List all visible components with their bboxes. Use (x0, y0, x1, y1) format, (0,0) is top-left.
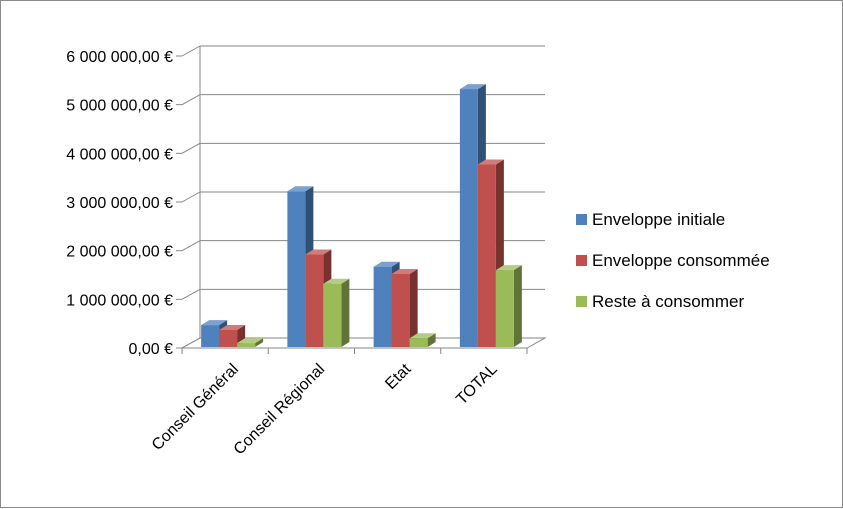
y-tick-label: 2 000 000,00 € (66, 244, 173, 261)
bar-top (409, 333, 436, 339)
bar (409, 333, 436, 347)
y-tick-label: 6 000 000,00 € (66, 49, 173, 66)
x-tick-label: Conseil Régional (231, 361, 329, 459)
gridline-depth (181, 142, 201, 154)
legend-label: Enveloppe initiale (592, 210, 725, 229)
bar-top (459, 84, 486, 90)
y-tick-label: 5 000 000,00 € (66, 98, 173, 115)
legend: Enveloppe initiale Enveloppe consommée Res… (576, 210, 770, 311)
bar (495, 265, 522, 347)
x-tick-label: Etat (382, 360, 415, 393)
bar-top (391, 269, 418, 274)
bar-top (495, 265, 522, 271)
axis-layer: 0,00 € 1 000 000,00 € 2 000 000,00 € 3 000 … (66, 46, 547, 358)
legend-item: Enveloppe consommée (576, 251, 770, 270)
bar-top (201, 320, 228, 326)
legend-label: Enveloppe consommée (592, 251, 770, 270)
bar (237, 338, 264, 347)
bar-top (237, 338, 264, 344)
x-tick-label: TOTAL (453, 361, 501, 409)
bar-side (513, 265, 522, 347)
bar-top (477, 159, 504, 165)
bar-front (391, 274, 410, 347)
bar-front (305, 254, 324, 347)
bar-front (459, 89, 478, 348)
bar-top (323, 278, 350, 284)
grid-layer (181, 45, 545, 349)
y-tick-label: 0,00 € (129, 341, 174, 358)
bar-side (409, 269, 418, 347)
bar-top (305, 249, 332, 255)
bar (219, 324, 246, 347)
bar-top (373, 261, 400, 267)
legend-item: Enveloppe initiale (576, 210, 725, 229)
bar-front (201, 325, 220, 347)
y-tick-label: 4 000 000,00 € (66, 146, 173, 163)
gridline-depth (181, 94, 201, 106)
gridline-depth (181, 288, 201, 300)
y-tick-label: 3 000 000,00 € (66, 195, 173, 212)
legend-label: Reste à consommer (592, 292, 744, 311)
bar-top (287, 186, 314, 192)
floor (180, 337, 547, 349)
bar-front (323, 283, 342, 347)
bar-front (495, 270, 514, 347)
bar-front (287, 191, 306, 347)
bar-side (427, 333, 436, 347)
x-tick-label: Conseil Général (149, 361, 242, 454)
legend-swatch (576, 296, 587, 307)
gridline-depth (181, 240, 201, 252)
gridline-depth (181, 45, 201, 57)
legend-swatch (576, 214, 587, 225)
bar-front (219, 329, 238, 347)
bar (391, 269, 418, 347)
legend-item: Reste à consommer (576, 292, 744, 311)
bar-front (237, 343, 256, 347)
bar-front (409, 338, 428, 347)
bar (323, 278, 350, 347)
bar-front (477, 164, 496, 347)
y-tick-label: 1 000 000,00 € (66, 292, 173, 309)
bar-side (255, 338, 264, 347)
bar-front (373, 266, 392, 347)
bar-top (219, 324, 246, 330)
bars-layer (201, 84, 522, 348)
gridline-depth (181, 191, 201, 203)
legend-swatch (576, 255, 587, 266)
bar-side (341, 278, 350, 347)
